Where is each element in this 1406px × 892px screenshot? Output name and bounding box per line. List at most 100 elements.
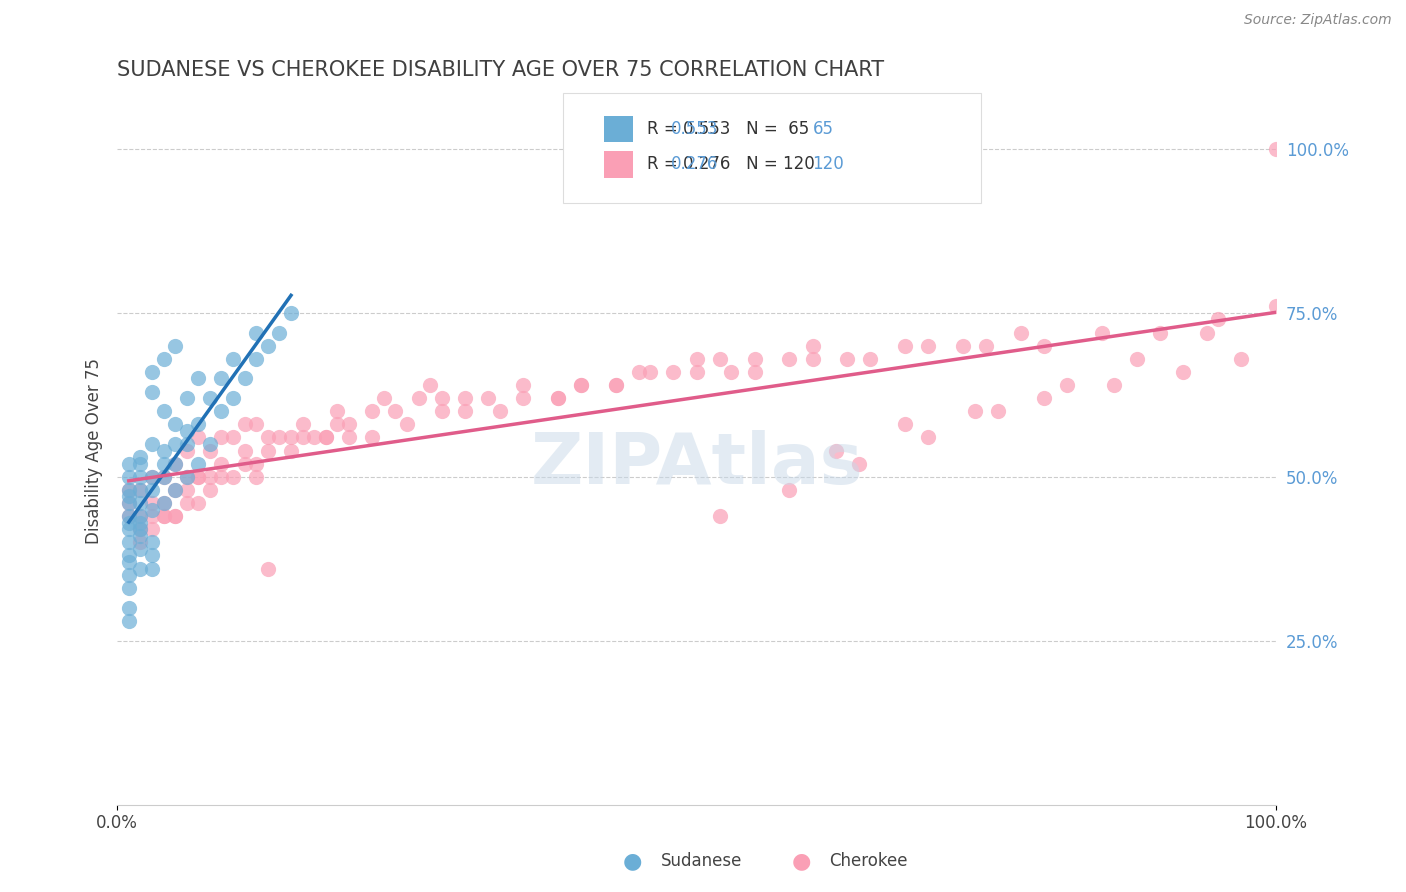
Point [129,457,152,471]
Point [165,509,187,524]
Point [917,338,939,352]
Point [454,391,477,405]
Point [1149,326,1171,340]
Point [245,417,267,432]
Point [141,535,163,549]
Point [976,338,998,352]
Point [395,417,418,432]
Point [176,437,198,451]
Point [245,351,267,366]
FancyBboxPatch shape [564,93,980,202]
Point [118,509,141,524]
Point [569,378,592,392]
Point [952,338,974,352]
Point [222,430,245,444]
Point [302,430,325,444]
Point [987,404,1010,418]
Point [176,443,198,458]
Point [141,522,163,536]
Point [152,457,174,471]
Point [141,496,163,510]
Point [1033,391,1056,405]
Point [152,443,174,458]
Point [165,457,187,471]
Point [129,516,152,530]
Point [257,338,280,352]
Point [129,509,152,524]
Point [233,417,256,432]
Point [176,496,198,510]
Point [685,351,707,366]
Point [257,430,280,444]
Point [685,365,707,379]
Point [605,378,627,392]
Point [419,378,441,392]
Point [129,535,152,549]
Point [1010,326,1032,340]
Point [245,470,267,484]
Point [269,326,291,340]
Point [141,561,163,575]
Point [778,351,800,366]
Point [280,430,302,444]
Point [129,483,152,497]
Point [894,338,917,352]
Point [165,338,187,352]
Text: ●: ● [623,851,643,871]
Point [118,457,141,471]
Point [744,365,766,379]
Text: 0.553: 0.553 [671,120,718,138]
Point [291,417,314,432]
Point [384,404,406,418]
Point [129,483,152,497]
Point [1102,378,1125,392]
Point [118,522,141,536]
Point [152,509,174,524]
Point [211,404,233,418]
Point [280,443,302,458]
Point [1056,378,1078,392]
Point [176,470,198,484]
Point [198,437,221,451]
Point [361,430,384,444]
Point [337,430,360,444]
Point [824,443,846,458]
Point [963,404,986,418]
Point [141,365,163,379]
Point [1033,338,1056,352]
Point [720,365,742,379]
Point [129,541,152,556]
Point [118,581,141,595]
Point [801,338,824,352]
Point [1091,326,1114,340]
Point [118,516,141,530]
Point [512,391,534,405]
Point [152,496,174,510]
Point [257,443,280,458]
Point [361,404,384,418]
Point [280,306,302,320]
Point [709,509,731,524]
Point [1195,326,1218,340]
Point [141,470,163,484]
Point [176,470,198,484]
Point [176,391,198,405]
Point [118,614,141,628]
Point [257,561,280,575]
Point [129,529,152,543]
FancyBboxPatch shape [605,116,633,143]
Point [165,437,187,451]
Point [1230,351,1253,366]
Text: 65: 65 [813,120,834,138]
Point [198,443,221,458]
Point [129,561,152,575]
Point [837,351,859,366]
Point [512,378,534,392]
Point [141,470,163,484]
Point [408,391,430,405]
Text: Sudanese: Sudanese [661,852,742,870]
FancyBboxPatch shape [605,151,633,178]
Point [315,430,337,444]
Point [477,391,499,405]
Point [640,365,662,379]
